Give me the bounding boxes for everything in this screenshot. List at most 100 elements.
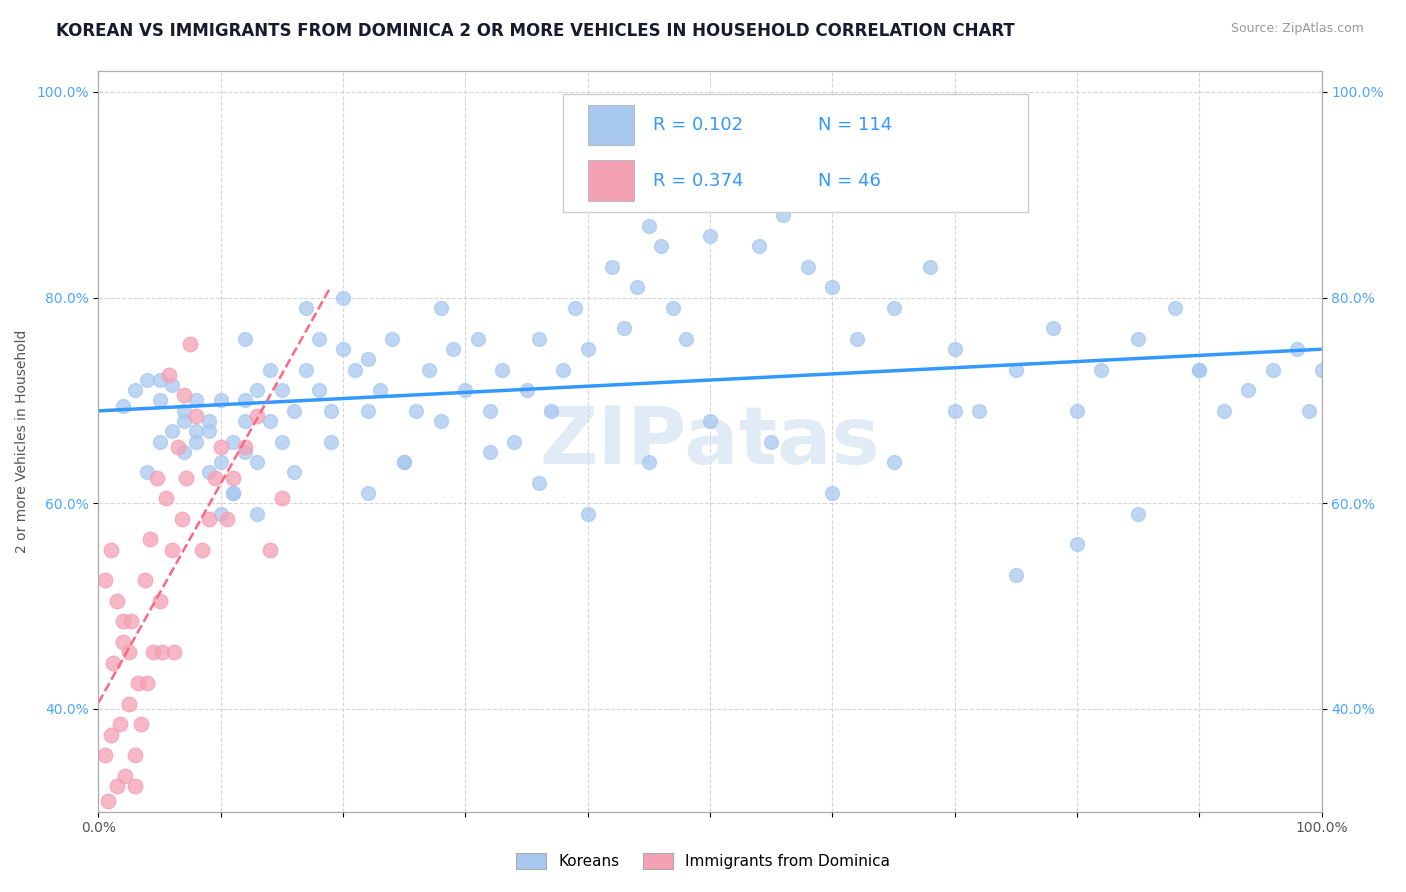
Point (1188, 362, 1211, 376)
Point (540, 403, 562, 417)
Point (134, 574, 156, 588)
Point (626, 280, 648, 294)
Point (233, 332, 256, 346)
Point (160, 378, 183, 392)
Point (222, 434, 245, 449)
Text: Source: ZipAtlas.com: Source: ZipAtlas.com (1230, 22, 1364, 36)
Point (650, 239, 672, 253)
Point (356, 352, 378, 367)
Point (589, 198, 612, 212)
Point (222, 486, 245, 500)
Point (233, 440, 256, 454)
FancyBboxPatch shape (588, 161, 634, 201)
Point (233, 414, 256, 428)
Point (283, 403, 305, 417)
Point (295, 362, 318, 376)
Point (173, 414, 195, 428)
Point (150, 645, 173, 659)
Point (101, 656, 124, 670)
Point (491, 362, 513, 376)
Point (233, 445, 256, 459)
Point (392, 455, 416, 469)
Point (270, 491, 294, 505)
Point (118, 645, 141, 659)
Point (478, 403, 501, 417)
Point (308, 383, 330, 397)
Point (637, 455, 661, 469)
Point (118, 697, 141, 711)
Point (93, 574, 115, 588)
Point (270, 383, 294, 397)
Point (553, 362, 575, 376)
Point (1042, 321, 1064, 335)
Point (699, 414, 721, 428)
Text: KOREAN VS IMMIGRANTS FROM DOMINICA 2 OR MORE VEHICLES IN HOUSEHOLD CORRELATION C: KOREAN VS IMMIGRANTS FROM DOMINICA 2 OR … (56, 22, 1015, 40)
Point (149, 373, 172, 387)
Point (332, 291, 354, 305)
Point (920, 260, 942, 274)
Point (129, 717, 152, 731)
Point (1066, 403, 1088, 417)
Point (319, 403, 342, 417)
Point (515, 383, 537, 397)
Point (332, 342, 354, 356)
Point (120, 615, 142, 629)
Point (246, 409, 269, 423)
Point (114, 769, 136, 783)
Point (111, 615, 134, 629)
Point (503, 434, 526, 449)
Point (222, 486, 245, 500)
Point (392, 455, 416, 469)
Text: ZIPatas: ZIPatas (540, 402, 880, 481)
Point (662, 301, 685, 315)
Point (146, 470, 169, 484)
Point (160, 424, 183, 438)
Point (564, 301, 586, 315)
Point (467, 332, 489, 346)
Point (883, 455, 905, 469)
Point (176, 470, 198, 484)
Point (1004, 362, 1026, 376)
Point (111, 635, 134, 649)
Point (149, 434, 172, 449)
Point (675, 332, 697, 346)
Point (246, 507, 269, 521)
Point (157, 368, 180, 382)
Point (222, 470, 245, 484)
Point (233, 393, 256, 408)
Point (405, 403, 427, 417)
Point (1090, 362, 1112, 376)
Point (1188, 362, 1211, 376)
Point (204, 470, 226, 484)
Point (576, 507, 599, 521)
Point (209, 440, 232, 454)
Point (368, 383, 391, 397)
Point (967, 403, 990, 417)
Point (186, 424, 208, 438)
Point (139, 533, 162, 547)
Point (170, 511, 193, 525)
Point (259, 362, 281, 376)
FancyBboxPatch shape (588, 104, 634, 145)
FancyBboxPatch shape (564, 94, 1028, 212)
Point (821, 486, 844, 500)
Point (430, 414, 453, 428)
Point (270, 434, 294, 449)
Point (1298, 403, 1320, 417)
Point (197, 414, 219, 428)
Point (136, 676, 159, 690)
Point (1128, 507, 1150, 521)
Point (209, 455, 232, 469)
Point (149, 393, 172, 408)
Point (167, 440, 190, 454)
Point (356, 403, 378, 417)
Point (308, 332, 330, 346)
Point (163, 645, 186, 659)
Point (454, 383, 477, 397)
Point (1286, 342, 1309, 356)
Point (613, 321, 636, 335)
Point (186, 409, 208, 423)
Point (478, 445, 501, 459)
Point (124, 779, 146, 793)
Point (100, 728, 122, 742)
